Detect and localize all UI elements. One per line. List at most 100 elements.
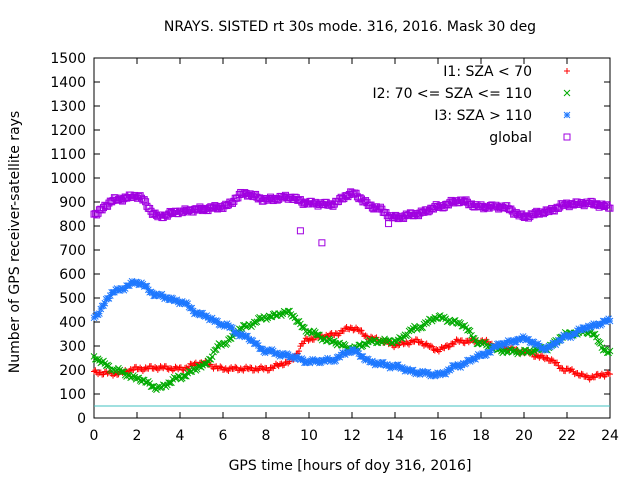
data-point	[417, 324, 425, 332]
y-axis: 0 100 200 300 400 500 600 700 800 900 1000 1100 1200…	[50, 51, 610, 427]
data-point	[101, 299, 109, 307]
data-point	[447, 365, 455, 373]
data-point	[408, 337, 415, 344]
data-point	[225, 322, 232, 329]
data-point	[119, 368, 126, 375]
x-tick-label: 2	[133, 428, 142, 444]
data-point	[340, 328, 347, 335]
data-point	[544, 355, 551, 362]
legend-label: I2: 70 <= SZA <= 110	[372, 86, 532, 102]
legend-marker	[563, 111, 571, 119]
data-point	[204, 314, 212, 321]
x-tick-label: 12	[343, 428, 361, 444]
data-point	[465, 339, 472, 346]
data-point	[335, 353, 342, 360]
y-tick-label: 700	[59, 243, 86, 259]
data-point	[244, 332, 251, 340]
x-tick-label: 0	[90, 428, 99, 444]
data-point	[211, 346, 219, 354]
data-point	[487, 349, 494, 356]
data-point	[416, 339, 423, 346]
data-point	[97, 305, 105, 313]
data-point	[557, 336, 565, 344]
data-point	[468, 357, 475, 364]
data-point	[541, 356, 548, 363]
data-point	[184, 300, 192, 308]
x-tick-label: 8	[262, 428, 271, 444]
data-point	[92, 355, 99, 363]
data-point	[417, 370, 425, 377]
data-point	[208, 314, 216, 322]
data-point	[116, 287, 124, 294]
data-point	[466, 327, 474, 335]
outlier-point	[385, 220, 393, 228]
data-point	[480, 350, 488, 358]
data-point	[537, 353, 544, 360]
data-point	[355, 328, 362, 335]
data-point	[605, 315, 612, 323]
data-point	[429, 343, 436, 350]
data-point	[572, 330, 580, 338]
data-point	[363, 355, 371, 363]
data-point	[589, 373, 596, 380]
data-point	[152, 364, 159, 371]
data-point	[424, 368, 432, 376]
data-point	[274, 362, 281, 369]
data-point	[167, 364, 174, 371]
data-point	[597, 340, 604, 347]
data-point	[347, 324, 354, 331]
data-point	[350, 327, 357, 334]
chart-title: NRAYS. SISTED rt 30s mode. 316, 2016. Ma…	[164, 19, 536, 35]
data-point	[313, 331, 321, 339]
data-point	[266, 367, 273, 374]
x-tick-label: 24	[601, 428, 619, 444]
x-tick-label: 14	[386, 428, 404, 444]
data-point	[234, 330, 242, 338]
data-point	[473, 353, 481, 360]
data-point	[139, 280, 147, 288]
data-point	[427, 342, 434, 349]
data-point	[147, 383, 155, 391]
data-point	[277, 361, 284, 368]
data-point	[199, 309, 206, 317]
data-point	[582, 373, 589, 380]
data-point	[253, 318, 261, 326]
x-axis: 0 2 4 6 8 10 12 14 16 18 20 22 24	[90, 58, 619, 444]
data-point	[169, 367, 176, 374]
data-point	[92, 313, 99, 320]
data-point	[140, 196, 148, 204]
outlier-point	[318, 239, 326, 247]
data-point	[442, 370, 450, 378]
data-point	[404, 340, 411, 347]
y-tick-label: 400	[59, 315, 86, 331]
data-point	[306, 359, 314, 367]
data-point	[244, 365, 251, 372]
x-tick-label: 20	[515, 428, 533, 444]
data-point	[207, 361, 214, 368]
y-tick-label: 500	[59, 291, 86, 307]
data-point	[208, 353, 216, 361]
legend-marker	[563, 89, 571, 97]
data-point	[552, 341, 560, 349]
data-point	[370, 359, 378, 367]
legend-label: I3: SZA > 110	[434, 108, 532, 124]
data-point	[105, 295, 113, 302]
data-point	[495, 340, 503, 347]
data-point	[130, 366, 137, 373]
data-point	[137, 364, 144, 371]
data-point	[111, 288, 118, 296]
x-tick-label: 18	[472, 428, 490, 444]
data-point	[394, 361, 402, 369]
outlier-point	[296, 227, 304, 235]
data-point	[525, 335, 532, 343]
data-point	[568, 366, 575, 373]
data-point	[350, 346, 357, 353]
y-tick-label: 200	[59, 363, 86, 379]
data-point	[591, 322, 599, 329]
data-point	[106, 292, 114, 300]
data-point	[165, 379, 173, 386]
data-point	[239, 366, 246, 373]
data-point	[158, 290, 166, 298]
data-point	[292, 318, 300, 325]
